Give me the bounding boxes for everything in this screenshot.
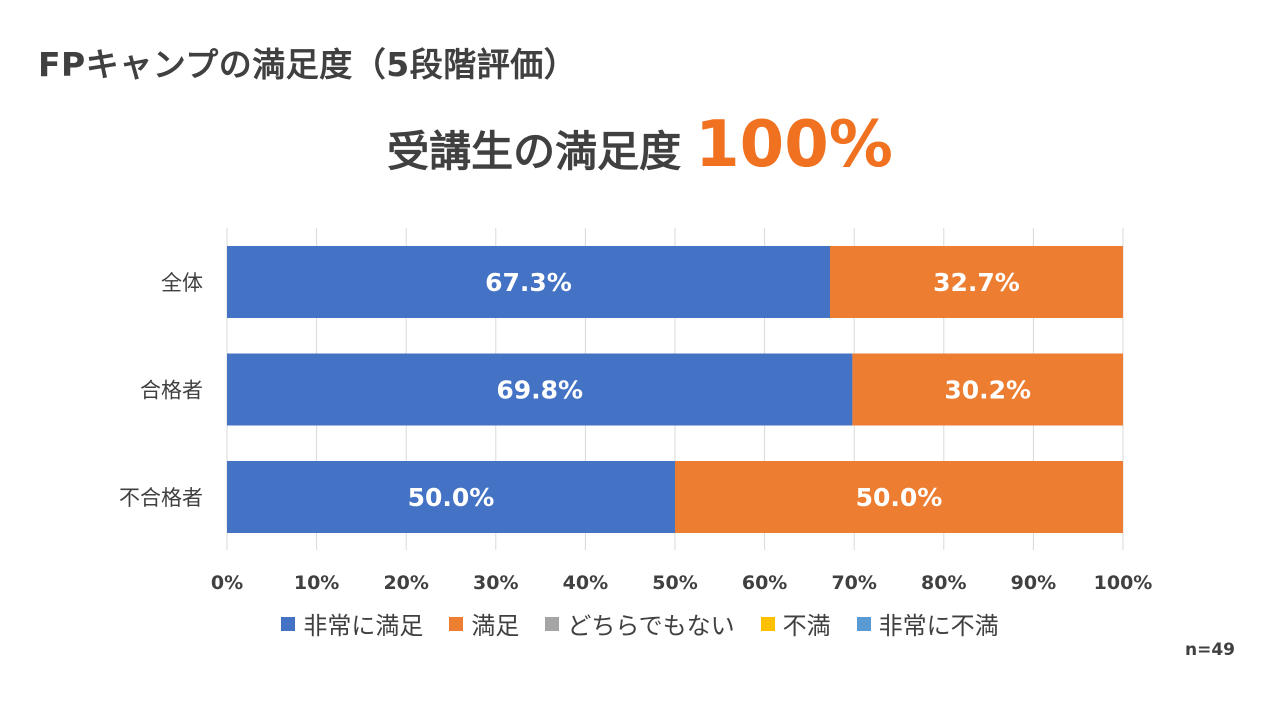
legend-swatch [449,616,464,631]
data-label: 30.2% [944,376,1031,405]
data-label: 50.0% [408,483,495,512]
category-label: 全体 [161,271,203,295]
x-tick-label: 10% [294,572,339,594]
legend-swatch [281,616,296,631]
data-label: 69.8% [496,376,583,405]
headline: 受講生の満足度 100% [0,108,1280,182]
x-tick-label: 60% [742,572,787,594]
x-tick-label: 100% [1094,572,1153,594]
bar-segment [227,461,675,533]
legend-swatch [760,616,775,631]
legend-swatch [856,616,871,631]
stacked-bar-chart: 0% 10% 20% 30% 40% 50% 60% 70% 80% 90% 100% 全体合格者不合… [119,228,1153,594]
bar-segment [852,353,1123,426]
x-tick-label: 30% [473,572,518,594]
data-label: 67.3% [485,268,572,297]
page-title: FPキャンプの満足度（5段階評価） [38,45,578,84]
bar-segment [227,353,853,426]
headline-text: 受講生の満足度 [387,127,682,176]
x-tick-label: 0% [211,572,243,594]
legend-label: 非常に不満 [878,612,999,640]
legend-item: どちらでもない [545,606,735,641]
sample-size-note: n=49 [1184,640,1235,660]
bar-segment [227,246,831,318]
legend-item: 満足 [449,606,519,641]
legend-item: 非常に満足 [281,606,423,641]
x-tick-label: 80% [921,572,966,594]
legend-swatch [545,616,560,631]
chart-legend: 非常に満足 満足 どちらでもない 不満 非常に不満 [0,606,1280,641]
legend-label: 満足 [471,612,520,640]
bar-segment [675,461,1123,533]
legend-label: どちらでもない [567,612,735,640]
category-label: 合格者 [140,379,203,403]
x-tick-label: 70% [831,572,876,594]
x-tick-label: 50% [652,572,697,594]
bar-segment [830,246,1123,318]
legend-item: 非常に不満 [856,606,999,641]
legend-label: 非常に満足 [303,612,424,640]
data-label: 32.7% [933,268,1020,297]
x-tick-label: 20% [383,572,428,594]
data-label: 50.0% [856,483,943,512]
x-tick-label: 90% [1011,572,1056,594]
legend-label: 不満 [782,612,831,640]
headline-value: 100% [695,108,893,182]
legend-item: 不満 [760,606,831,641]
category-label: 不合格者 [119,486,203,510]
x-tick-label: 40% [563,572,608,594]
